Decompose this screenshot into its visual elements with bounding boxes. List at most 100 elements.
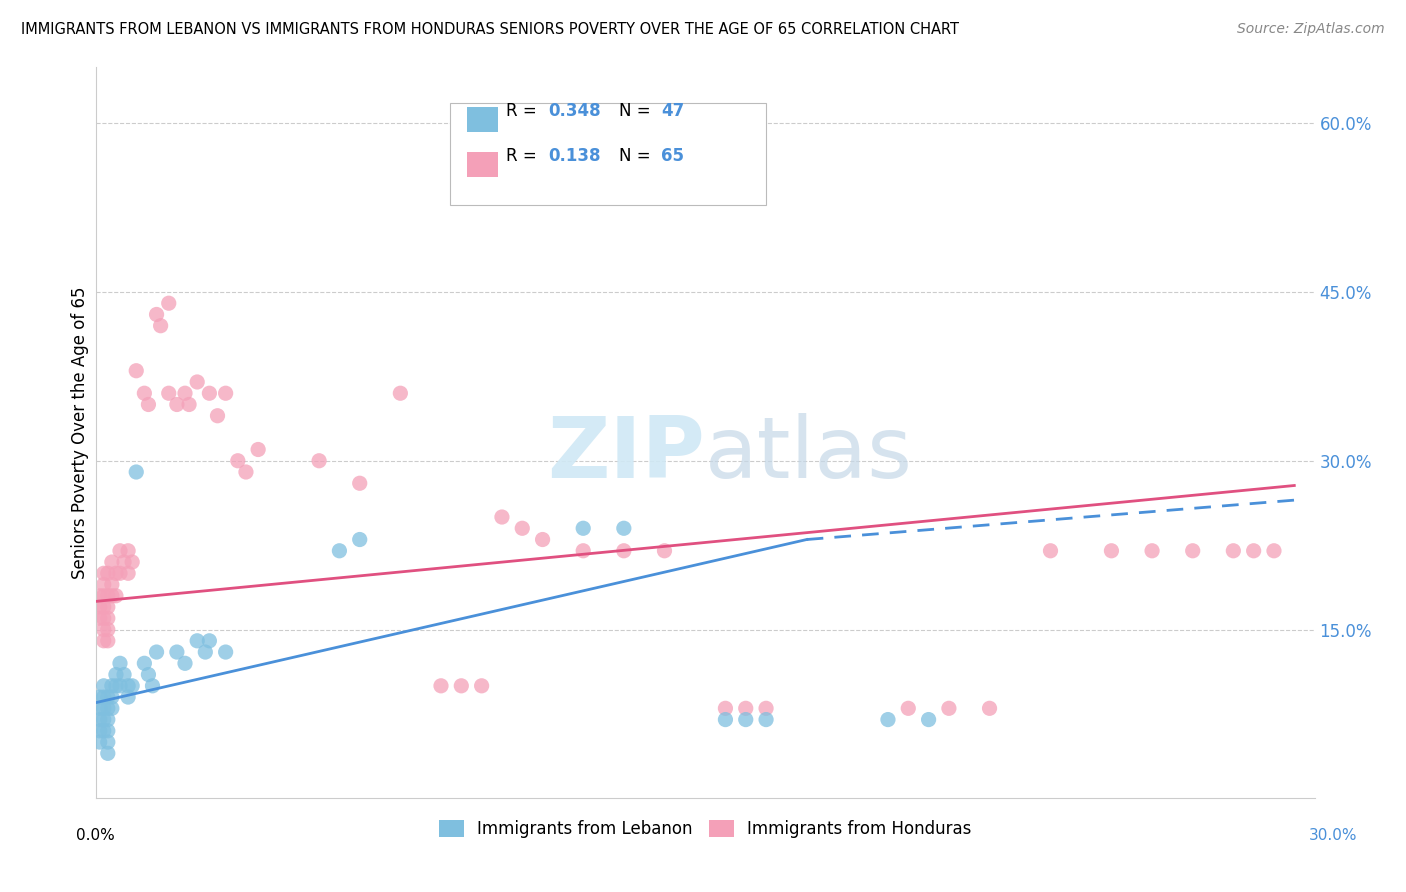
Point [93, 723, 115, 738]
Point [214, 645, 236, 659]
Point [93, 577, 115, 591]
Point [450, 679, 472, 693]
Point [349, 476, 371, 491]
Point [174, 657, 197, 671]
Point [97, 633, 120, 648]
Point [93, 623, 115, 637]
Point [389, 386, 412, 401]
Point [97, 611, 120, 625]
Point [430, 679, 453, 693]
Point [695, 172, 717, 186]
Point [734, 701, 756, 715]
Point [117, 566, 139, 581]
Point [121, 555, 143, 569]
Point [938, 701, 960, 715]
Text: 30.0%: 30.0% [1309, 829, 1357, 843]
Point [89, 611, 111, 625]
Point [101, 679, 124, 693]
Point [104, 589, 127, 603]
Point [734, 713, 756, 727]
Point [93, 713, 115, 727]
Point [141, 679, 163, 693]
Point [138, 397, 160, 411]
Point [125, 465, 148, 479]
Point [108, 657, 131, 671]
Point [1181, 543, 1204, 558]
Point [491, 510, 513, 524]
Point [157, 296, 180, 310]
Point [1243, 543, 1265, 558]
Point [97, 566, 120, 581]
Point [214, 386, 236, 401]
Point [121, 679, 143, 693]
Point [89, 723, 111, 738]
Point [177, 397, 200, 411]
Point [89, 701, 111, 715]
Point [166, 645, 188, 659]
Point [755, 701, 778, 715]
Point [93, 690, 115, 704]
Point [1263, 543, 1285, 558]
Point [108, 679, 131, 693]
Point [917, 713, 939, 727]
Point [157, 386, 180, 401]
Point [186, 375, 208, 389]
Text: ZIP: ZIP [547, 413, 706, 496]
Point [328, 543, 350, 558]
Text: 47: 47 [661, 102, 685, 120]
Point [510, 521, 533, 535]
Legend: Immigrants from Lebanon, Immigrants from Honduras: Immigrants from Lebanon, Immigrants from… [432, 814, 979, 845]
Point [93, 701, 115, 715]
Point [89, 600, 111, 615]
Text: atlas: atlas [706, 413, 912, 496]
Text: Source: ZipAtlas.com: Source: ZipAtlas.com [1237, 22, 1385, 37]
Point [247, 442, 270, 457]
Text: N =: N = [619, 102, 655, 120]
Point [101, 577, 124, 591]
Point [471, 679, 494, 693]
Y-axis label: Seniors Poverty Over the Age of 65: Seniors Poverty Over the Age of 65 [70, 286, 89, 579]
Point [186, 633, 208, 648]
Point [117, 543, 139, 558]
Point [714, 701, 737, 715]
Text: N =: N = [619, 146, 655, 164]
Point [572, 543, 595, 558]
Point [755, 713, 778, 727]
Point [97, 690, 120, 704]
Point [349, 533, 371, 547]
Point [877, 713, 900, 727]
Point [101, 701, 124, 715]
Point [97, 623, 120, 637]
Point [108, 543, 131, 558]
Point [235, 465, 257, 479]
Point [1140, 543, 1163, 558]
Point [613, 543, 636, 558]
Point [104, 566, 127, 581]
Text: R =: R = [506, 146, 547, 164]
Point [97, 589, 120, 603]
Point [89, 589, 111, 603]
Point [145, 645, 167, 659]
Point [101, 589, 124, 603]
Text: IMMIGRANTS FROM LEBANON VS IMMIGRANTS FROM HONDURAS SENIORS POVERTY OVER THE AGE: IMMIGRANTS FROM LEBANON VS IMMIGRANTS FR… [21, 22, 959, 37]
Point [1222, 543, 1244, 558]
Point [134, 657, 156, 671]
Point [97, 701, 120, 715]
Point [89, 713, 111, 727]
Point [93, 679, 115, 693]
Point [531, 533, 554, 547]
Point [97, 723, 120, 738]
Text: 0.0%: 0.0% [76, 829, 115, 843]
Text: 0.138: 0.138 [548, 146, 600, 164]
Point [138, 667, 160, 681]
Point [125, 364, 148, 378]
Point [174, 386, 197, 401]
Point [198, 633, 221, 648]
Point [226, 454, 249, 468]
Point [194, 645, 217, 659]
Point [97, 735, 120, 749]
Point [93, 600, 115, 615]
Point [97, 747, 120, 761]
Point [93, 611, 115, 625]
Point [93, 566, 115, 581]
